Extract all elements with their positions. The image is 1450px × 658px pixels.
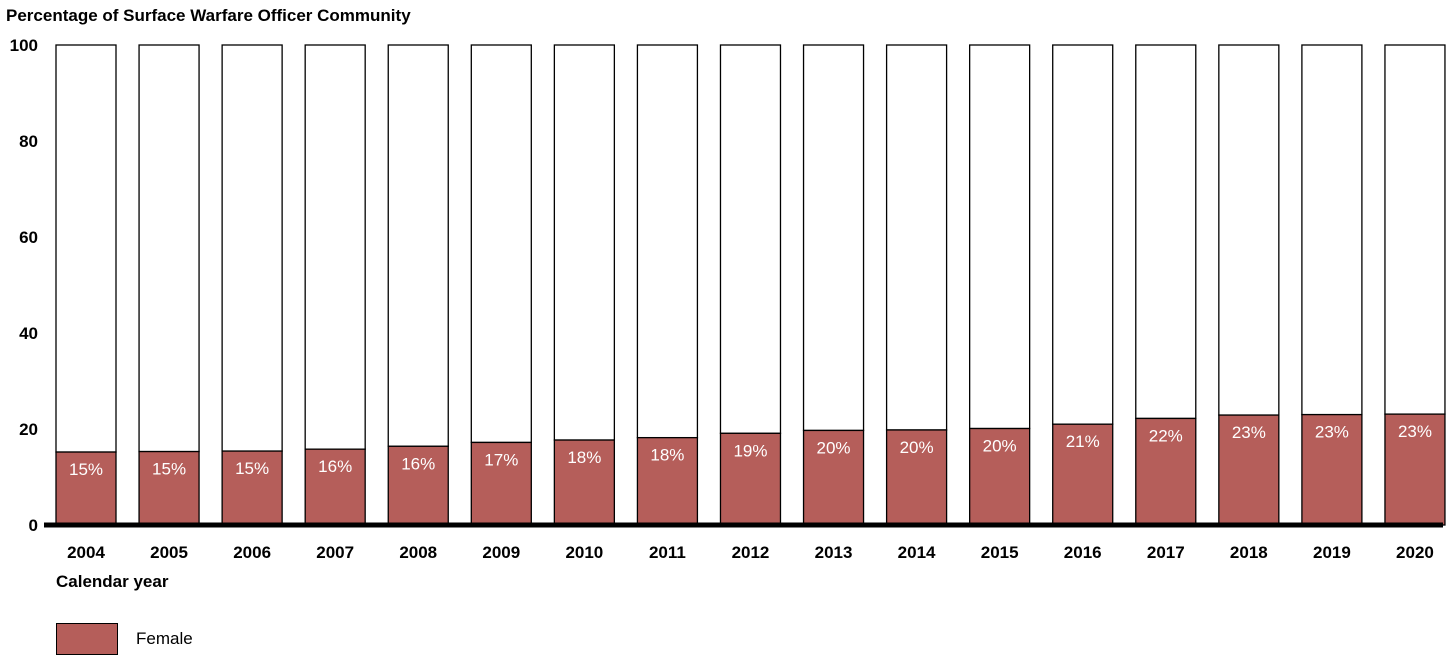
y-tick-label: 100	[10, 36, 38, 55]
bar-female	[1052, 423, 1114, 526]
y-axis-title: Percentage of Surface Warfare Officer Co…	[6, 6, 411, 25]
bar-female	[1218, 414, 1280, 526]
bar-value-label: 16%	[318, 457, 352, 476]
legend-swatch-female	[56, 623, 118, 655]
x-axis-title: Calendar year	[56, 572, 169, 591]
bar-value-label: 20%	[900, 438, 934, 457]
bar-value-label: 15%	[69, 460, 103, 479]
x-tick-label: 2006	[233, 543, 271, 562]
x-tick-label: 2008	[399, 543, 437, 562]
bar-remainder	[1218, 44, 1280, 416]
x-tick-label: 2007	[316, 543, 354, 562]
bar-remainder	[1301, 44, 1363, 416]
bar-remainder	[1052, 44, 1114, 425]
bar-value-label: 16%	[401, 454, 435, 473]
y-tick-label: 40	[19, 324, 38, 343]
bar-female	[1301, 413, 1363, 526]
legend-label-female: Female	[136, 629, 193, 648]
x-tick-label: 2019	[1313, 543, 1351, 562]
x-tick-label: 2017	[1147, 543, 1185, 562]
bar-female	[1384, 413, 1446, 526]
bar-remainder	[1135, 44, 1197, 420]
bar-remainder	[885, 44, 948, 431]
bar-value-label: 21%	[1066, 432, 1100, 451]
y-tick-label: 20	[19, 420, 38, 439]
x-tick-label: 2011	[649, 543, 686, 562]
bar-remainder	[802, 44, 865, 432]
bar-female	[885, 429, 948, 526]
bar-value-label: 15%	[152, 460, 186, 479]
x-tick-label: 2005	[150, 543, 188, 562]
bar-remainder	[636, 44, 699, 439]
bars: 15% 15% 15% 16% 16% 17% 18% 18% 19% 20% 20% 20% 21% 2…	[55, 44, 1446, 526]
legend: Female	[56, 623, 193, 655]
y-axis: 0 20 40 60 80 100	[10, 36, 38, 535]
bar-value-label: 20%	[817, 438, 851, 457]
bar-female	[1135, 417, 1197, 526]
bar-value-label: 15%	[235, 459, 269, 478]
bar-remainder	[304, 44, 366, 450]
bar-value-label: 18%	[567, 448, 601, 467]
x-tick-label: 2004	[67, 543, 105, 562]
bar-value-label: 23%	[1315, 423, 1349, 442]
bar-female	[553, 439, 616, 526]
bar-remainder	[138, 44, 200, 453]
bar-remainder	[719, 44, 782, 434]
bar-value-label: 20%	[983, 437, 1017, 456]
bar-female	[387, 445, 449, 526]
bar-remainder	[553, 44, 616, 441]
y-tick-label: 60	[19, 228, 38, 247]
bar-remainder	[1384, 44, 1446, 415]
bar-remainder	[55, 44, 117, 453]
bar-female	[304, 448, 366, 526]
bar-value-label: 19%	[733, 441, 767, 460]
bar-female	[55, 451, 117, 526]
x-tick-label: 2018	[1230, 543, 1268, 562]
bar-female	[470, 441, 532, 526]
bar-remainder	[969, 44, 1031, 430]
bar-female	[636, 436, 699, 526]
x-tick-label: 2015	[981, 543, 1019, 562]
bar-female	[719, 432, 782, 526]
x-axis: 2004 2005 2006 2007 2008 2009 2010 2011 2012 2013…	[44, 522, 1443, 562]
bar-female	[969, 427, 1031, 526]
bar-value-label: 23%	[1398, 422, 1432, 441]
bar-remainder	[387, 44, 449, 447]
x-tick-label: 2012	[732, 543, 770, 562]
bar-value-label: 22%	[1149, 426, 1183, 445]
bar-chart: 0 20 40 60 80 100 15% 15% 15% 16% 16% 17% 18% 18% 19%…	[10, 36, 1446, 562]
y-tick-label: 0	[29, 516, 38, 535]
x-tick-label: 2014	[898, 543, 936, 562]
bar-value-label: 23%	[1232, 423, 1266, 442]
bar-value-label: 18%	[650, 446, 684, 465]
bar-value-label: 17%	[484, 450, 518, 469]
x-tick-label: 2009	[482, 543, 520, 562]
y-tick-label: 80	[19, 132, 38, 151]
x-tick-label: 2013	[815, 543, 853, 562]
bar-remainder	[221, 44, 283, 452]
x-tick-label: 2010	[565, 543, 603, 562]
x-tick-label: 2016	[1064, 543, 1102, 562]
bar-female	[221, 450, 283, 526]
x-tick-label: 2020	[1396, 543, 1434, 562]
bar-remainder	[470, 44, 532, 444]
